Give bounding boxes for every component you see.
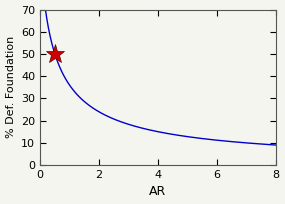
X-axis label: AR: AR	[149, 185, 167, 198]
Y-axis label: % Def. Foundation: % Def. Foundation	[5, 36, 16, 139]
